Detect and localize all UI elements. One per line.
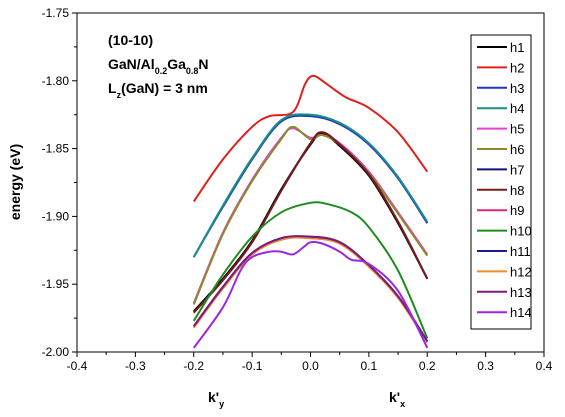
k-y-label: k'y — [208, 389, 224, 409]
series-line-h10 — [192, 201, 429, 339]
y-tick-label: -1.75 — [42, 6, 70, 20]
legend-label-h1: h1 — [510, 40, 524, 55]
series-line-h5 — [192, 127, 429, 304]
series-layer — [192, 74, 429, 349]
legend-label-h9: h9 — [510, 203, 524, 218]
legend-label-h7: h7 — [510, 162, 524, 177]
legend-label-h3: h3 — [510, 81, 524, 96]
series-line-h13 — [192, 235, 429, 342]
x-tick-label: -0.1 — [242, 359, 263, 373]
material-part-3: N — [198, 56, 208, 72]
k-x-sub: x — [400, 399, 405, 409]
series-line-h4 — [192, 113, 429, 258]
legend-label-h14: h14 — [510, 305, 532, 320]
x-tick-label: -0.4 — [67, 359, 88, 373]
material-part-2: Ga — [167, 56, 186, 72]
width-part-2: (GaN) = 3 nm — [121, 80, 208, 96]
legend-label-h5: h5 — [510, 122, 524, 137]
y-tick-label: -1.85 — [42, 142, 70, 156]
legend: h1 h2 h3 h4 h5 h6 h7 h8 h9 h10 h11 h12 h13 h14 — [470, 34, 532, 330]
x-tick-label: 0.3 — [477, 359, 494, 373]
annotation-material: GaN/Al0.2Ga0.8N — [108, 56, 209, 76]
x-tick-label: 0.1 — [361, 359, 378, 373]
x-tick-label: -0.2 — [183, 359, 204, 373]
y-tick-label: -2.00 — [42, 345, 70, 359]
x-tick-label: -0.3 — [125, 359, 146, 373]
legend-label-h4: h4 — [510, 101, 524, 116]
legend-label-h13: h13 — [510, 285, 532, 300]
k-y-main: k' — [208, 389, 219, 405]
legend-label-h10: h10 — [510, 224, 532, 239]
x-tick-label: 0.0 — [302, 359, 319, 373]
material-sub-2: 0.8 — [186, 66, 199, 76]
k-x-main: k' — [389, 389, 400, 405]
y-tick-label: -1.80 — [42, 74, 70, 88]
legend-label-h6: h6 — [510, 142, 524, 157]
k-x-label: k'x — [389, 389, 405, 409]
material-sub-1: 0.2 — [155, 66, 168, 76]
width-part-1: L — [108, 80, 117, 96]
legend-label-h8: h8 — [510, 183, 524, 198]
annotation-width: Lz(GaN) = 3 nm — [108, 80, 208, 100]
annotation-orientation: (10-10) — [108, 32, 153, 48]
series-line-h2 — [192, 74, 429, 203]
k-y-sub: y — [219, 399, 224, 409]
x-tick-label: 0.4 — [536, 359, 553, 373]
width-sub-1: z — [117, 90, 122, 100]
series-line-h8 — [193, 131, 429, 314]
legend-label-h12: h12 — [510, 264, 532, 279]
series-line-h14 — [192, 240, 429, 349]
x-tick-label: 0.2 — [419, 359, 436, 373]
material-part-1: GaN/Al — [108, 56, 155, 72]
series-line-h6 — [192, 125, 429, 305]
legend-label-h2: h2 — [510, 60, 524, 75]
legend-box — [470, 34, 532, 330]
y-axis-label: energy (eV) — [7, 144, 23, 220]
axis-ticks: -0.4 -0.3 -0.2 -0.1 0.0 0.1 0.2 0.3 0.4 -2.00 -1.9… — [42, 6, 553, 373]
legend-label-h11: h11 — [510, 244, 531, 259]
y-tick-label: -1.90 — [42, 209, 70, 223]
y-tick-label: -1.95 — [42, 277, 70, 291]
